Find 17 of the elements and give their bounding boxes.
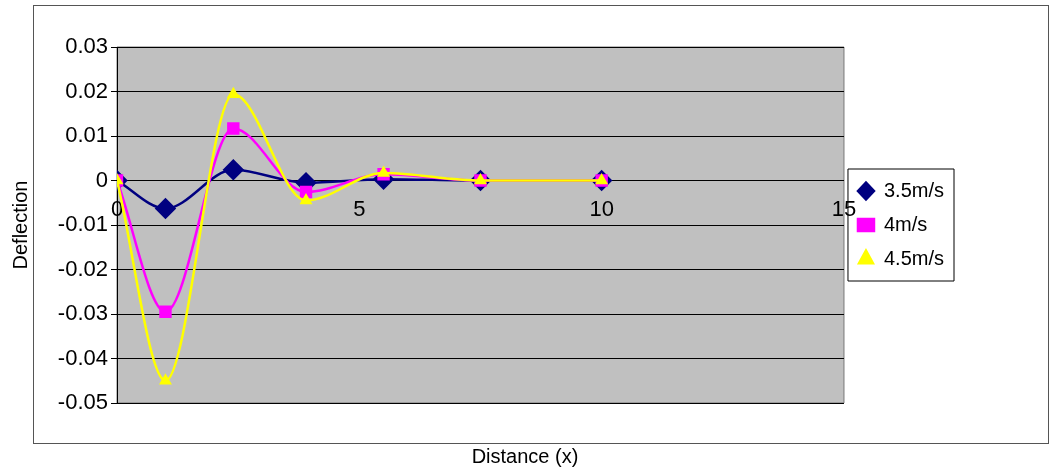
y-tick-label: -0.02	[57, 255, 108, 281]
y-tick-label: -0.01	[57, 211, 108, 237]
y-tick-label: 0.03	[65, 33, 108, 59]
legend-label: 4m/s	[883, 212, 928, 235]
y-tick-label: -0.03	[57, 300, 108, 326]
y-tick-label: -0.05	[57, 389, 108, 415]
y-tick-label: 0.02	[65, 77, 108, 103]
y-axis-title: Deflection	[8, 180, 31, 270]
y-tick-label: -0.04	[57, 344, 108, 370]
x-axis-title: Distance (x)	[470, 444, 580, 469]
x-tick-label: 15	[831, 195, 857, 221]
y-tick-label: 0	[95, 166, 108, 192]
legend-label: 3.5m/s	[883, 178, 945, 201]
y-tick-label: 0.01	[65, 122, 108, 148]
x-tick-label: 10	[589, 195, 614, 221]
x-tick-label: 5	[353, 195, 366, 221]
legend-label: 4.5m/s	[883, 246, 945, 269]
